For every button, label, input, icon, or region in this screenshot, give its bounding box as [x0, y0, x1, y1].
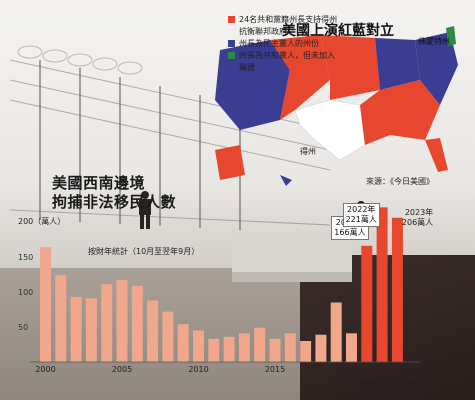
legend-item-democrat: 州長為民主黨人的州份 [228, 38, 360, 49]
legend-label: 州長為共和黨人，但未加入 [239, 51, 335, 60]
legend-swatch-republican [228, 16, 235, 23]
map-midwest [375, 38, 420, 90]
map-alaska [215, 145, 245, 180]
map-label-texas: 得州 [300, 147, 316, 156]
us-map [215, 26, 458, 186]
legend-label: 州長為民主黨人的州份 [239, 39, 319, 48]
map-label-vermont: 佛蒙特州 [418, 37, 450, 46]
legend-label: 24名共和黨籍州長支持得州 [239, 15, 338, 24]
map-title: 美國上演紅藍對立 [282, 23, 394, 39]
map-west [215, 40, 290, 130]
map-east [415, 32, 458, 105]
map-source: 來源：《今日美國》 [366, 177, 434, 186]
legend-item-republican-cont: 抗衡聯邦政府 [228, 26, 360, 37]
legend-swatch-democrat [228, 40, 235, 47]
y-axis-unit: 200（萬人） [18, 217, 66, 226]
legend-label: 聲援 [239, 63, 255, 72]
legend-swatch-neutral [228, 52, 235, 59]
map-texas [294, 99, 366, 161]
legend-label: 抗衡聯邦政府 [239, 27, 287, 36]
chart-source: 來源：《紐約時報》 [358, 379, 426, 388]
map-south [360, 80, 440, 145]
map-florida [425, 138, 448, 172]
border-fence [9, 45, 331, 230]
chart-title-line1: 美國西南邊境 [52, 174, 146, 192]
map-vermont [446, 26, 456, 46]
legend-item-neutral-cont: 聲援 [228, 62, 360, 73]
annotation-2022: 2022年 221萬人 [342, 203, 380, 228]
legend-item-neutral: 州長為共和黨人，但未加入 [228, 50, 360, 61]
legend-item-republican: 24名共和黨籍州長支持得州 [228, 14, 360, 25]
map-mountain [270, 35, 330, 120]
chart-title-line2: 拘捕非法移民人數 [52, 193, 177, 211]
annotation-2023: 2023年 206萬人 [401, 207, 434, 227]
map-plains [320, 35, 380, 100]
map-hawaii [280, 175, 292, 186]
map-legend: 24名共和黨籍州長支持得州 抗衡聯邦政府 州長為民主黨人的州份 州長為共和黨人，… [228, 14, 360, 74]
concrete-wall [232, 232, 352, 282]
fiscal-year-note: 按財年統計（10月至翌年9月） [88, 247, 200, 256]
soldier-left-icon [139, 191, 151, 229]
